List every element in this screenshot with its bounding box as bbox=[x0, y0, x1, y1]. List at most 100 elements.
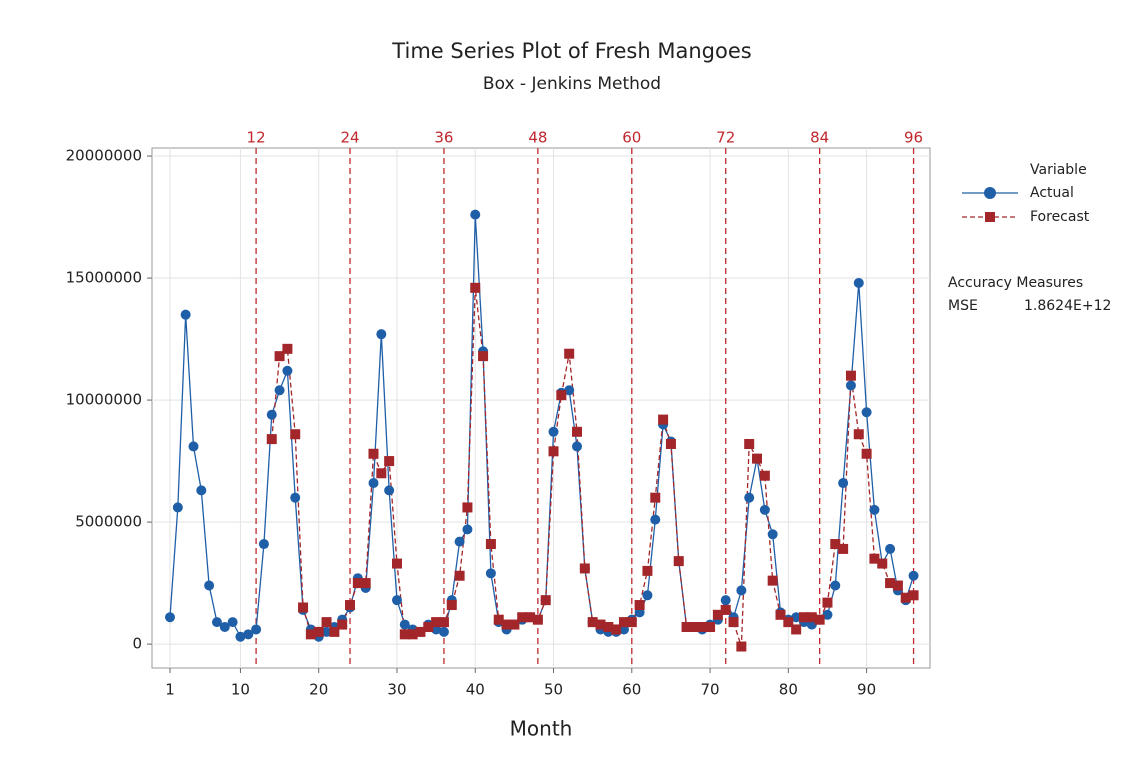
data-point bbox=[877, 559, 887, 569]
data-point bbox=[486, 568, 496, 578]
reference-label: 24 bbox=[340, 129, 359, 147]
accuracy-title: Accuracy Measures bbox=[948, 275, 1083, 291]
reference-label: 96 bbox=[904, 129, 923, 147]
data-point bbox=[556, 390, 566, 400]
y-tick-label: 20000000 bbox=[66, 147, 142, 165]
data-point bbox=[627, 617, 637, 627]
data-point bbox=[768, 576, 778, 586]
reference-label: 12 bbox=[247, 129, 266, 147]
data-point bbox=[885, 544, 895, 554]
data-point bbox=[455, 537, 465, 547]
data-point bbox=[791, 624, 801, 634]
data-point bbox=[196, 485, 206, 495]
x-tick-label: 30 bbox=[387, 681, 406, 699]
data-point bbox=[462, 524, 472, 534]
data-point bbox=[822, 598, 832, 608]
data-point bbox=[290, 493, 300, 503]
data-point bbox=[361, 578, 371, 588]
data-point bbox=[165, 612, 175, 622]
data-point bbox=[768, 529, 778, 539]
data-point bbox=[760, 471, 770, 481]
chart-title: Time Series Plot of Fresh Mangoes bbox=[391, 39, 751, 63]
data-point bbox=[181, 310, 191, 320]
data-point bbox=[854, 429, 864, 439]
data-point bbox=[533, 615, 543, 625]
reference-label: 84 bbox=[810, 129, 829, 147]
data-point bbox=[392, 595, 402, 605]
data-point bbox=[736, 585, 746, 595]
data-point bbox=[392, 559, 402, 569]
data-point bbox=[384, 485, 394, 495]
reference-label: 60 bbox=[622, 129, 641, 147]
legend-label: Actual bbox=[1030, 185, 1074, 201]
chart-subtitle: Box - Jenkins Method bbox=[483, 74, 661, 94]
data-point bbox=[337, 620, 347, 630]
data-point bbox=[838, 478, 848, 488]
accuracy-measure: MSE bbox=[948, 298, 978, 314]
legend-title: Variable bbox=[1030, 162, 1087, 178]
y-tick-label: 15000000 bbox=[66, 269, 142, 287]
data-point bbox=[228, 617, 238, 627]
chart: Time Series Plot of Fresh Mangoes Box - … bbox=[0, 0, 1129, 763]
x-tick-label: 70 bbox=[701, 681, 720, 699]
data-point bbox=[846, 380, 856, 390]
accuracy-value: 1.8624E+12 bbox=[1024, 298, 1111, 314]
x-tick-label: 20 bbox=[309, 681, 328, 699]
data-point bbox=[572, 441, 582, 451]
data-point bbox=[204, 581, 214, 591]
x-tick-label: 40 bbox=[466, 681, 485, 699]
data-point bbox=[290, 429, 300, 439]
legend-marker bbox=[984, 187, 996, 199]
x-tick-label: 80 bbox=[779, 681, 798, 699]
data-point bbox=[275, 385, 285, 395]
data-point bbox=[251, 624, 261, 634]
data-point bbox=[705, 622, 715, 632]
x-axis-label: Month bbox=[510, 717, 573, 741]
data-point bbox=[282, 366, 292, 376]
data-point bbox=[830, 581, 840, 591]
data-point bbox=[650, 515, 660, 525]
reference-label: 36 bbox=[434, 129, 453, 147]
x-tick-label: 90 bbox=[857, 681, 876, 699]
data-point bbox=[549, 446, 559, 456]
x-tick-label: 10 bbox=[231, 681, 250, 699]
data-point bbox=[267, 434, 277, 444]
data-point bbox=[369, 449, 379, 459]
legend-marker bbox=[985, 212, 995, 222]
data-point bbox=[862, 449, 872, 459]
data-point bbox=[173, 502, 183, 512]
data-point bbox=[846, 371, 856, 381]
data-point bbox=[455, 571, 465, 581]
data-point bbox=[369, 478, 379, 488]
data-point bbox=[752, 454, 762, 464]
data-point bbox=[869, 505, 879, 515]
data-point bbox=[447, 600, 457, 610]
data-point bbox=[470, 283, 480, 293]
data-point bbox=[384, 456, 394, 466]
data-point bbox=[642, 590, 652, 600]
data-point bbox=[658, 415, 668, 425]
data-point bbox=[267, 410, 277, 420]
data-point bbox=[282, 344, 292, 354]
data-point bbox=[376, 468, 386, 478]
data-point bbox=[486, 539, 496, 549]
data-point bbox=[376, 329, 386, 339]
y-tick-label: 0 bbox=[132, 635, 142, 653]
data-point bbox=[259, 539, 269, 549]
data-point bbox=[736, 642, 746, 652]
data-point bbox=[815, 615, 825, 625]
data-point bbox=[635, 600, 645, 610]
data-point bbox=[650, 493, 660, 503]
data-point bbox=[549, 427, 559, 437]
data-point bbox=[854, 278, 864, 288]
data-point bbox=[909, 590, 919, 600]
data-point bbox=[564, 349, 574, 359]
data-point bbox=[642, 566, 652, 576]
data-point bbox=[462, 502, 472, 512]
background bbox=[0, 0, 1129, 763]
data-point bbox=[666, 439, 676, 449]
data-point bbox=[478, 351, 488, 361]
data-point bbox=[893, 581, 903, 591]
data-point bbox=[188, 441, 198, 451]
x-tick-label: 60 bbox=[622, 681, 641, 699]
